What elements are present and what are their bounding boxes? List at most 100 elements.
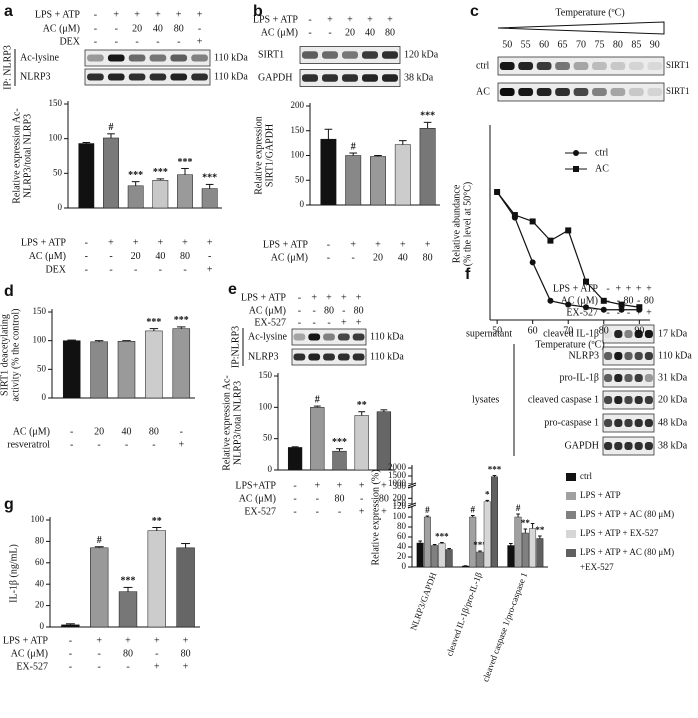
- legend-label: LPS + ATP + AC (80 μM): [580, 509, 674, 519]
- condition-value: 20: [131, 251, 141, 262]
- marker: [565, 301, 572, 308]
- condition-value: -: [327, 252, 330, 263]
- legend-label: ctrl: [595, 147, 609, 158]
- condition-value: +: [615, 283, 621, 294]
- y-tick-label: 20: [397, 551, 407, 561]
- band: [614, 396, 623, 404]
- condition-value: 80: [379, 493, 389, 504]
- condition-value: -: [97, 439, 100, 450]
- condition-value: -: [308, 27, 311, 38]
- band: [302, 51, 318, 59]
- band: [362, 51, 378, 59]
- annotation: #: [315, 394, 320, 405]
- band: [610, 88, 626, 96]
- ip-label: IP: NLRP3: [2, 45, 13, 90]
- band: [382, 51, 398, 59]
- y-tick-label: 50: [37, 363, 47, 373]
- condition-value: -: [308, 14, 311, 25]
- band: [323, 333, 335, 341]
- y-tick-label: 0: [268, 464, 273, 474]
- band: [170, 54, 188, 62]
- band: [128, 54, 146, 62]
- band: [322, 74, 338, 82]
- condition-value: -: [627, 307, 630, 318]
- y-axis-label: (% the level at 50°C): [462, 182, 473, 267]
- y-tick-label: 200: [393, 492, 407, 502]
- condition-value: 80: [180, 251, 190, 262]
- condition-value: -: [606, 283, 609, 294]
- band: [342, 51, 358, 59]
- condition-value: 80: [354, 305, 364, 316]
- row-name: AC: [476, 86, 490, 97]
- condition-value: +: [314, 480, 320, 491]
- annotation: ***: [488, 465, 502, 475]
- annotation: ***: [153, 167, 168, 178]
- marker: [583, 278, 589, 285]
- band-name: NLRP3: [248, 351, 279, 362]
- bar: [201, 188, 218, 209]
- band: [573, 88, 589, 96]
- temperature: 60: [539, 39, 549, 50]
- condition-value: -: [606, 295, 609, 306]
- condition-value: +: [626, 283, 632, 294]
- bar: [345, 155, 362, 206]
- condition-value: -: [298, 292, 301, 303]
- band: [644, 442, 653, 450]
- condition-value: -: [177, 36, 180, 47]
- condition-value: -: [180, 426, 183, 437]
- band: [342, 74, 358, 82]
- bar: [118, 591, 138, 628]
- band: [107, 73, 125, 81]
- bar: [310, 407, 325, 471]
- condition-name: resveratrol: [7, 439, 50, 450]
- temperature: 50: [502, 39, 512, 50]
- condition-value: 40: [365, 27, 375, 38]
- condition-value: +: [96, 635, 102, 646]
- bar: [416, 542, 424, 568]
- condition-value: -: [313, 317, 316, 328]
- bar: [145, 330, 163, 399]
- band: [624, 419, 633, 427]
- condition-value: -: [69, 635, 72, 646]
- y-tick-label: 20: [35, 600, 45, 610]
- band-name: SIRT1: [258, 49, 284, 60]
- bar: [521, 532, 529, 568]
- condition-name: AC (μM): [29, 251, 66, 262]
- y-tick-label: 100: [49, 133, 63, 143]
- condition-name: DEX: [59, 36, 80, 47]
- y-tick-label: 2000: [388, 462, 407, 472]
- band: [573, 62, 589, 70]
- marker: [618, 306, 625, 313]
- condition-name: LPS + ATP: [263, 239, 309, 250]
- legend-swatch: [566, 492, 576, 500]
- gradient-wedge: [497, 21, 665, 35]
- legend-swatch: [566, 473, 576, 481]
- band: [614, 330, 623, 338]
- band: [337, 333, 350, 341]
- condition-value: -: [208, 251, 211, 262]
- condition-value: -: [352, 252, 355, 263]
- condition-value: +: [154, 661, 160, 672]
- condition-value: 40: [153, 23, 163, 34]
- annotation: **: [357, 400, 367, 411]
- condition-name: AC (μM): [43, 23, 80, 34]
- marker: [511, 212, 518, 219]
- bar: [152, 180, 169, 209]
- condition-value: +: [381, 506, 387, 517]
- band: [518, 88, 534, 96]
- band-size: 20 kDa: [658, 394, 688, 405]
- condition-value: +: [337, 480, 343, 491]
- legend-swatch: [566, 511, 576, 519]
- band: [634, 442, 643, 450]
- y-axis-label: Relative abundance: [451, 184, 462, 263]
- condition-value: +: [375, 239, 381, 250]
- band: [555, 88, 570, 96]
- condition-value: 80: [174, 23, 184, 34]
- bar: [423, 516, 431, 568]
- band: [604, 330, 613, 338]
- condition-value: 40: [398, 252, 408, 263]
- condition-value: 20: [345, 27, 355, 38]
- bar: [320, 138, 337, 206]
- condition-value: +: [646, 283, 652, 294]
- band: [624, 330, 633, 338]
